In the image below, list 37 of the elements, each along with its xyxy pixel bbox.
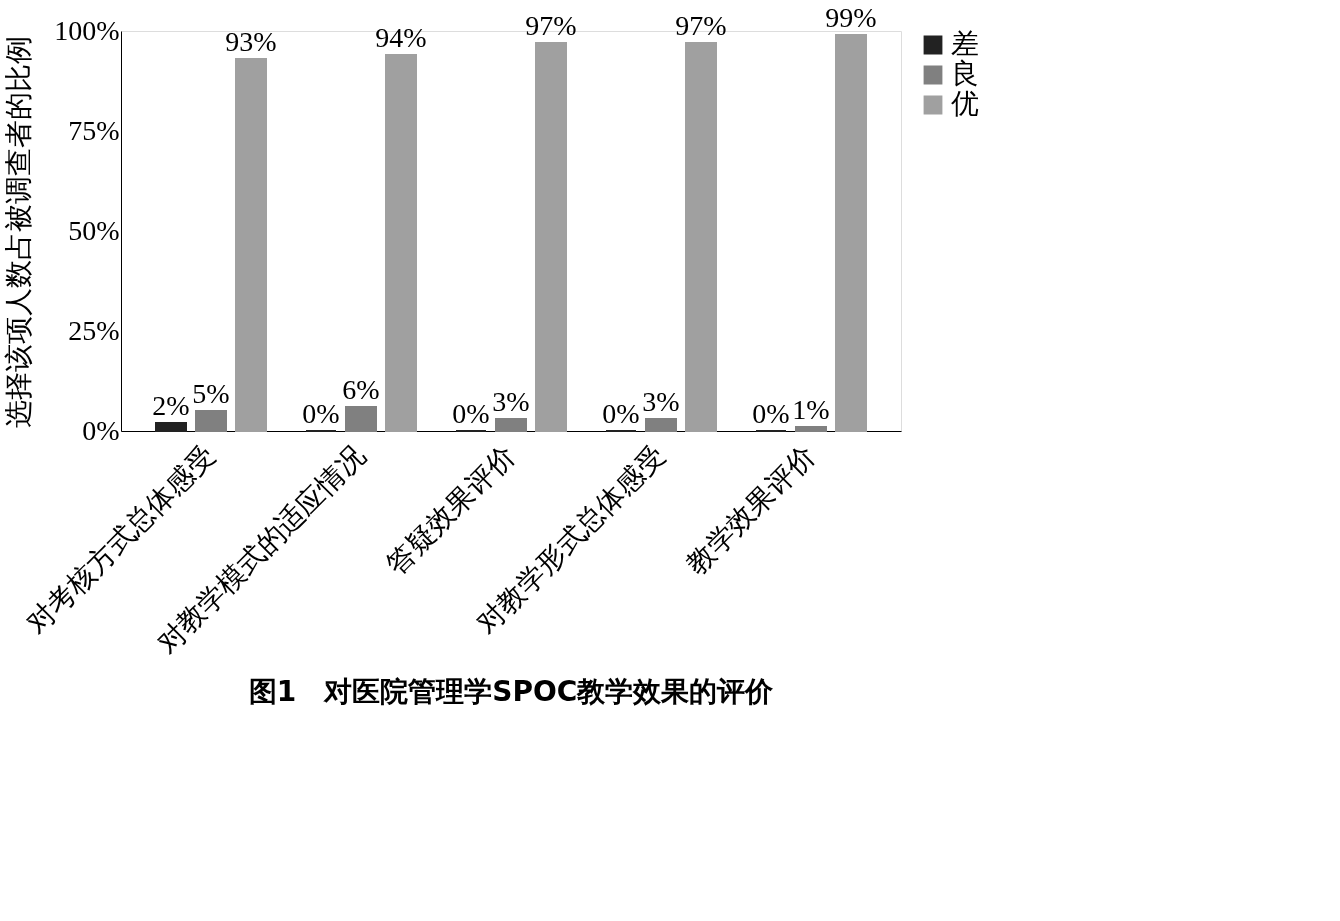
bar: [385, 54, 417, 432]
bar: [535, 42, 567, 432]
bar: [835, 34, 867, 432]
data-label: 99%: [825, 2, 877, 33]
bar: [235, 58, 267, 432]
y-tick-label: 50%: [68, 214, 120, 246]
data-label: 3%: [642, 386, 680, 417]
bar: [795, 426, 827, 432]
data-label: 2%: [152, 390, 190, 421]
bar: [685, 42, 717, 432]
data-label: 0%: [602, 398, 640, 429]
y-tick-label: 0%: [82, 414, 120, 446]
data-label: 97%: [675, 10, 727, 41]
bar: [195, 410, 227, 432]
legend-label: 差: [951, 28, 979, 59]
text: 图1 对医院管理学SPOC教学效果的评价: [248, 674, 775, 708]
legend-label: 良: [951, 58, 979, 89]
bar: [645, 418, 677, 432]
data-label: 5%: [192, 378, 230, 409]
bar: [495, 418, 527, 432]
data-label: 93%: [225, 26, 277, 57]
y-tick-label: 100%: [54, 14, 120, 46]
data-label: 0%: [752, 398, 790, 429]
y-tick-label: 25%: [68, 314, 120, 346]
y-tick-label: 75%: [68, 114, 120, 146]
data-label: 0%: [452, 398, 490, 429]
data-label: 1%: [792, 394, 830, 425]
bar: [345, 406, 377, 432]
data-label: 0%: [302, 398, 340, 429]
data-label: 94%: [375, 22, 427, 53]
legend-label: 优: [951, 88, 979, 119]
data-label: 3%: [492, 386, 530, 417]
data-label: 97%: [525, 10, 577, 41]
y-axis-title: 选择该项人数占被调查者的比例: [3, 35, 35, 428]
data-label: 6%: [342, 374, 380, 405]
x-tick-label: 教学效果评价: [680, 439, 821, 581]
bar: [155, 422, 187, 432]
